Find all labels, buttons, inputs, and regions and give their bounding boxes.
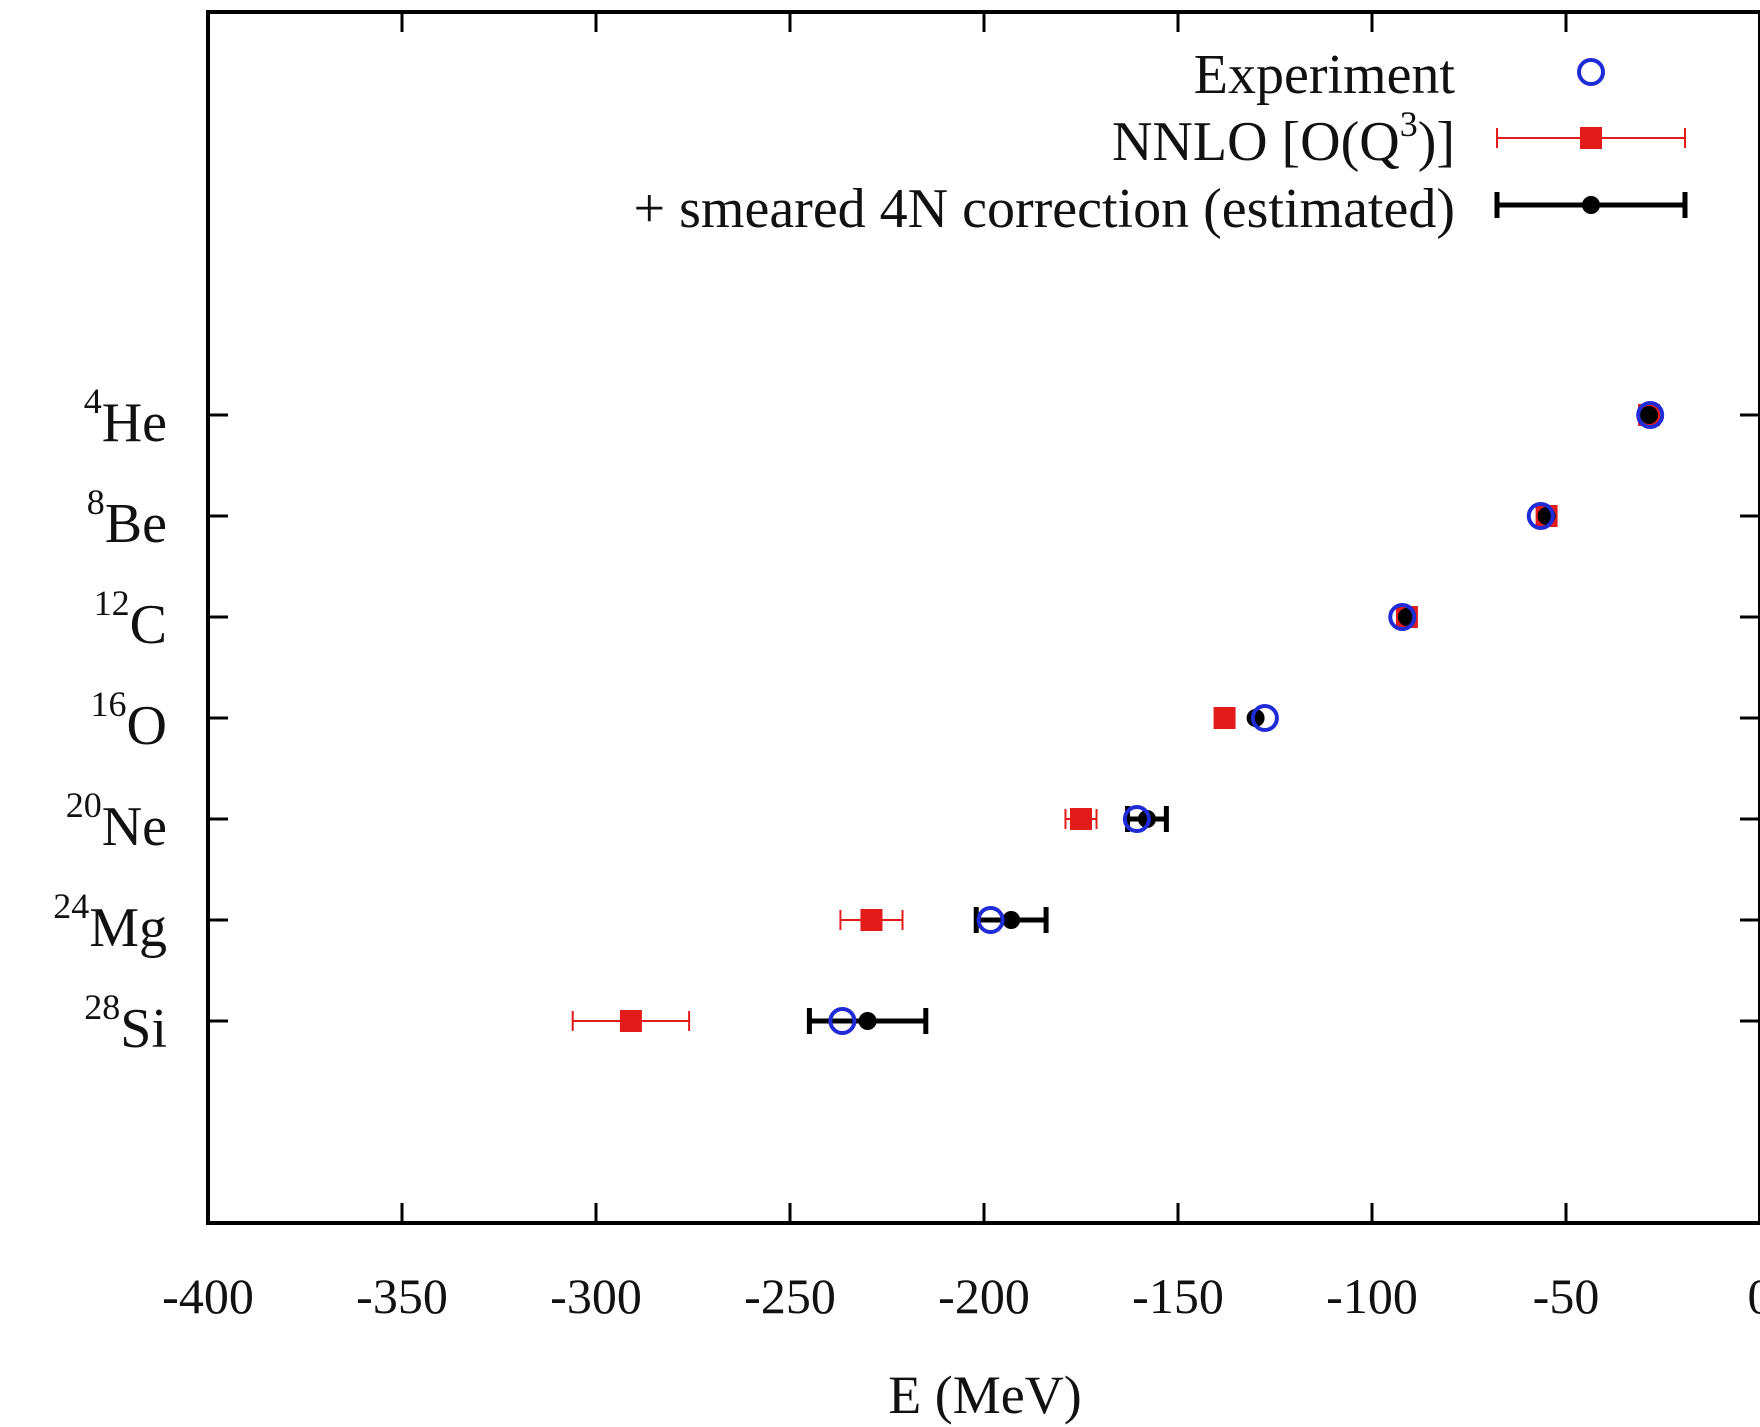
nnlo-point (1213, 707, 1236, 729)
experiment-point (1636, 401, 1665, 429)
x-tick-label: -300 (550, 1268, 642, 1324)
x-tick-label: -150 (1132, 1268, 1224, 1324)
y-tick-mass-number: 24 (53, 886, 89, 926)
smeared-point (1246, 709, 1265, 727)
y-tick-element-symbol: Ne (102, 796, 167, 858)
x-tick-labels: -400 -350 -300 -250 -200 -150 -100 -50 0 (162, 1268, 1760, 1324)
experiment-point (1122, 805, 1151, 833)
nnlo-point (860, 909, 883, 931)
experiment-point (1388, 603, 1417, 631)
y-tick-mass-number: 12 (94, 583, 130, 623)
x-tick-label: -200 (938, 1268, 1030, 1324)
x-tick-label: -250 (744, 1268, 836, 1324)
y-tick-element-symbol: O (127, 695, 167, 757)
axis-ticks (206, 12, 1760, 1223)
legend-label-nnlo: NNLO [O(Q3)] (1112, 104, 1455, 173)
y-tick-mass-number: 8 (87, 482, 105, 522)
y-tick-element-symbol: C (130, 594, 167, 656)
y-tick-element-symbol: Si (120, 998, 167, 1060)
y-tick-label: 24Mg (53, 886, 167, 959)
x-tick-label: 0 (1748, 1268, 1760, 1324)
experiment-point (976, 906, 1005, 934)
y-tick-mass-number: 20 (66, 785, 102, 825)
series-0 (828, 401, 1665, 1035)
y-tick-mass-number: 4 (84, 381, 102, 421)
data-series (571, 401, 1665, 1035)
legend: Experiment NNLO [O(Q3)] + smeared 4N cor… (634, 44, 1688, 240)
y-tick-label: 4He (84, 381, 167, 454)
y-tick-label: 12C (94, 583, 167, 656)
nnlo-point (619, 1010, 642, 1032)
y-tick-element-symbol: He (102, 392, 167, 454)
legend-sample-nnlo-square (1580, 127, 1602, 149)
experiment-point (828, 1007, 857, 1035)
legend-samples (1494, 58, 1688, 218)
nnlo-point (1070, 808, 1092, 830)
x-tick-label: -400 (162, 1268, 254, 1324)
y-tick-label: 28Si (84, 987, 167, 1060)
x-tick-label: -350 (356, 1268, 448, 1324)
smeared-point (1002, 911, 1021, 929)
legend-label-smeared: + smeared 4N correction (estimated) (634, 178, 1455, 240)
smeared-point (1640, 406, 1659, 424)
experiment-point (1526, 502, 1555, 530)
y-tick-label: 16O (91, 684, 167, 757)
legend-sample-experiment (1577, 58, 1605, 86)
series-1 (571, 404, 1661, 1032)
y-tick-element-symbol: Be (105, 493, 167, 555)
y-tick-mass-number: 16 (91, 684, 127, 724)
y-tick-label: 20Ne (66, 785, 167, 858)
legend-nnlo-sup: 3 (1400, 104, 1418, 144)
x-tick-label: -100 (1326, 1268, 1418, 1324)
legend-label-experiment: Experiment (1194, 44, 1456, 106)
x-tick-label: -50 (1533, 1268, 1600, 1324)
experiment-point (1250, 704, 1279, 732)
legend-nnlo-suffix: )] (1418, 111, 1455, 173)
y-tick-label: 8Be (87, 482, 167, 555)
x-axis-title: E (MeV) (888, 1365, 1081, 1425)
y-tick-element-symbol: Mg (89, 897, 167, 959)
legend-sample-smeared-dot (1582, 196, 1600, 214)
legend-nnlo-prefix: NNLO [O(Q (1112, 111, 1400, 173)
smeared-point (858, 1012, 877, 1030)
y-tick-mass-number: 28 (84, 987, 120, 1027)
